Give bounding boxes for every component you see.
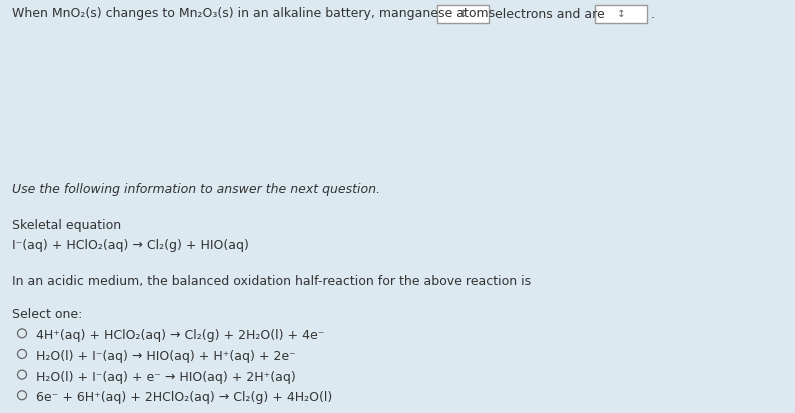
FancyBboxPatch shape	[437, 5, 489, 23]
Text: 6e⁻ + 6H⁺(aq) + 2HClO₂(aq) → Cl₂(g) + 4H₂O(l): 6e⁻ + 6H⁺(aq) + 2HClO₂(aq) → Cl₂(g) + 4H…	[36, 391, 332, 404]
Text: Select one:: Select one:	[12, 308, 83, 321]
Text: In an acidic medium, the balanced oxidation half-reaction for the above reaction: In an acidic medium, the balanced oxidat…	[12, 275, 531, 288]
Text: electrons and are: electrons and are	[495, 7, 605, 21]
FancyBboxPatch shape	[595, 5, 647, 23]
Text: When MnO₂(s) changes to Mn₂O₃(s) in an alkaline battery, manganese atoms: When MnO₂(s) changes to Mn₂O₃(s) in an a…	[12, 7, 495, 21]
Text: I⁻(aq) + HClO₂(aq) → Cl₂(g) + HIO(aq): I⁻(aq) + HClO₂(aq) → Cl₂(g) + HIO(aq)	[12, 239, 249, 252]
Text: H₂O(l) + I⁻(aq) + e⁻ → HIO(aq) + 2H⁺(aq): H₂O(l) + I⁻(aq) + e⁻ → HIO(aq) + 2H⁺(aq)	[36, 370, 296, 384]
Text: ↕: ↕	[459, 9, 467, 19]
Text: 4H⁺(aq) + HClO₂(aq) → Cl₂(g) + 2H₂O(l) + 4e⁻: 4H⁺(aq) + HClO₂(aq) → Cl₂(g) + 2H₂O(l) +…	[36, 329, 324, 342]
Text: Skeletal equation: Skeletal equation	[12, 219, 121, 232]
Text: ↕: ↕	[617, 9, 626, 19]
Text: .: .	[651, 7, 655, 21]
Text: H₂O(l) + I⁻(aq) → HIO(aq) + H⁺(aq) + 2e⁻: H₂O(l) + I⁻(aq) → HIO(aq) + H⁺(aq) + 2e⁻	[36, 350, 296, 363]
Text: Use the following information to answer the next question.: Use the following information to answer …	[12, 183, 380, 195]
